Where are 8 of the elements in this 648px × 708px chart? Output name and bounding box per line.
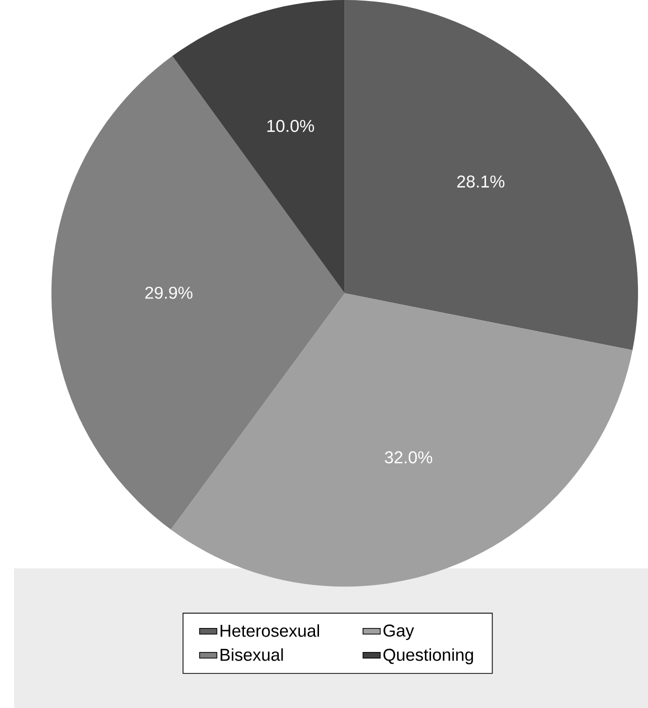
legend-label: Gay (383, 624, 414, 640)
legend-label: Questioning (383, 648, 473, 664)
data-label: 28.1% (457, 175, 504, 188)
legend-label: Heterosexual (220, 624, 319, 637)
data-label: 29.9% (145, 286, 192, 299)
legend-label: Bisexual (220, 648, 283, 661)
data-label: 10.0% (267, 120, 314, 132)
data-label: 32.0% (384, 451, 432, 464)
